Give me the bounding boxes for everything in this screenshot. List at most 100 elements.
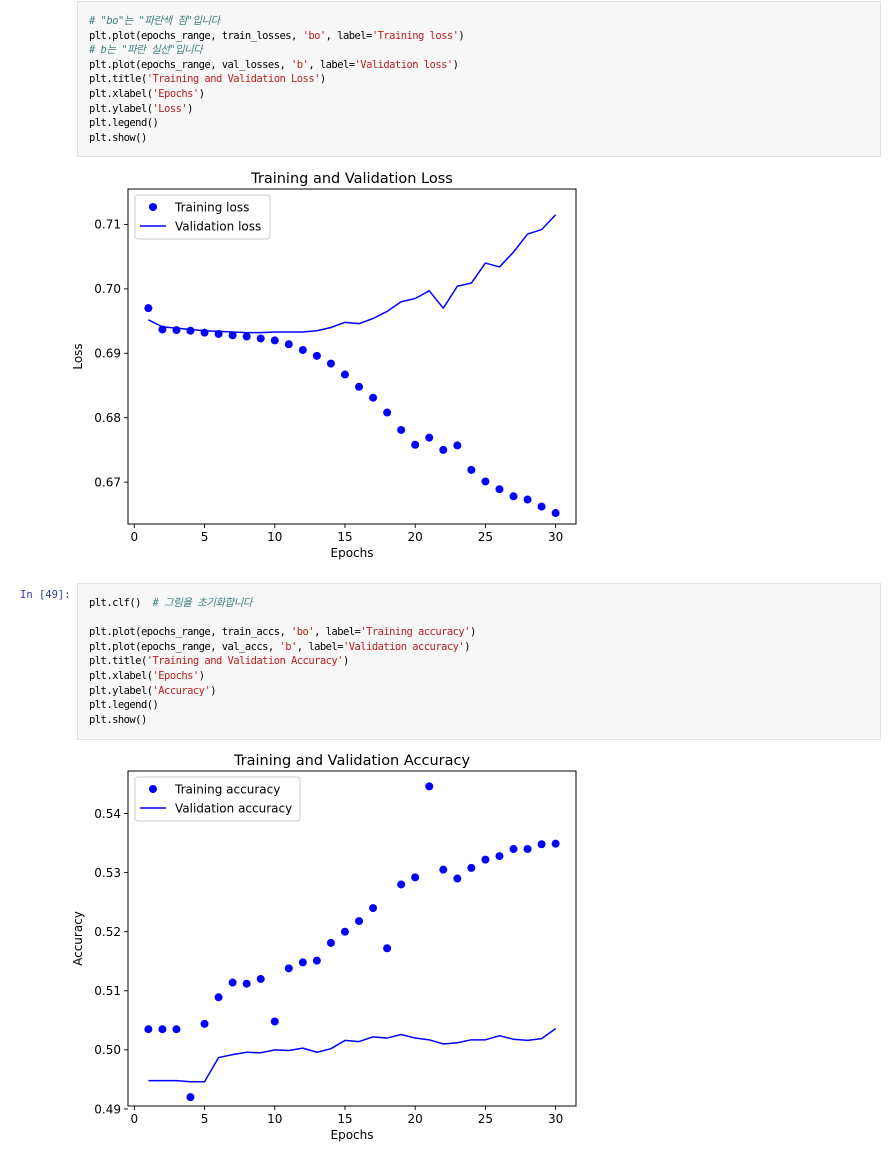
data-point (298, 346, 307, 355)
x-tick-label: 0 (130, 1112, 138, 1126)
code-line: plt.ylabel('Loss') (89, 102, 880, 117)
code-token: ) (210, 684, 216, 697)
y-tick-label: 0.50 (94, 1043, 121, 1057)
y-tick-label: 0.71 (94, 218, 121, 232)
data-point (439, 865, 448, 874)
data-point (172, 1025, 181, 1034)
code-string: 'Training accuracy' (360, 626, 470, 639)
series-line-validation-accuracy (148, 1027, 557, 1083)
data-point (425, 782, 434, 791)
y-tick-label: 0.70 (94, 282, 121, 296)
data-point (509, 492, 518, 501)
data-point (411, 873, 420, 882)
code-token: ) (342, 655, 349, 668)
code-token: ) (187, 102, 193, 115)
y-tick-label: 0.49 (94, 1102, 121, 1116)
y-axis-label: Loss (71, 343, 85, 369)
code-line: plt.plot(epochs_range, val_losses, 'b', … (89, 58, 880, 73)
data-point (397, 425, 406, 434)
code-token: ) (198, 87, 205, 100)
y-tick-label: 0.54 (94, 807, 121, 821)
code-line: plt.plot(epochs_range, train_losses, 'bo… (89, 29, 880, 44)
x-axis-label: Epochs (331, 546, 374, 560)
data-point (509, 844, 518, 853)
code-token: plt.ylabel( (89, 102, 153, 115)
plot-frame (127, 770, 577, 1107)
code-string: 'b' (279, 640, 297, 653)
data-point (537, 840, 546, 849)
code-comment: # "bo"는 "파란색 점"입니다 (89, 15, 220, 27)
data-point (242, 332, 251, 341)
code-line: plt.plot(epochs_range, train_accs, 'bo',… (89, 625, 880, 640)
code-editor-accuracy[interactable]: plt.clf() # 그림을 초기화합니다 plt.plot(epochs_ra… (78, 584, 880, 727)
data-point (425, 433, 434, 442)
code-comment: # b는 "파란 실선"입니다 (89, 44, 203, 57)
code-token: , label= (325, 29, 373, 42)
code-token: plt.show() (89, 131, 147, 144)
code-cell-accuracy[interactable]: plt.clf() # 그림을 초기화합니다 plt.plot(epochs_ra… (77, 583, 881, 740)
code-token: plt.legend() (89, 699, 159, 712)
data-point (326, 359, 335, 368)
code-line: plt.title('Training and Validation Accur… (89, 654, 880, 669)
data-point (523, 844, 532, 853)
code-token: , label= (308, 58, 355, 71)
series-line-validation-loss (148, 214, 557, 334)
code-string: 'Validation loss' (354, 58, 454, 71)
data-point (495, 852, 504, 861)
x-tick-label: 25 (478, 530, 493, 544)
data-point (284, 964, 293, 973)
code-token: plt.xlabel( (89, 87, 153, 100)
x-tick-label: 15 (337, 1112, 352, 1126)
data-point (312, 351, 321, 360)
code-editor-loss[interactable]: # "bo"는 "파란색 점"입니다 plt.plot(epochs_range,… (78, 2, 880, 145)
legend-box (134, 776, 301, 822)
y-tick-label: 0.68 (94, 411, 121, 425)
data-point (467, 465, 476, 474)
chart-title: Training and Validation Loss (250, 171, 453, 187)
code-token: ) (469, 626, 476, 639)
legend-label: Validation loss (175, 219, 261, 233)
code-string: 'Epochs' (152, 87, 200, 100)
data-point (355, 917, 364, 926)
code-token: , label= (314, 626, 361, 639)
code-string: 'bo' (291, 626, 315, 639)
code-line: # "bo"는 "파란색 점"입니다 (89, 14, 880, 29)
data-point (411, 440, 420, 449)
code-token: plt.show() (89, 713, 147, 726)
code-string: 'Accuracy' (152, 684, 211, 697)
code-line: plt.legend() (89, 116, 880, 131)
x-tick-label: 10 (267, 530, 282, 544)
chart-accuracy: Training and Validation Accuracy 0 5 10 15 20… (71, 753, 577, 1142)
y-tick-label: 0.67 (94, 475, 121, 489)
data-point (326, 938, 335, 947)
y-axis-label: Accuracy (71, 911, 85, 966)
legend: Training accuracy Validation accuracy (134, 776, 301, 822)
x-tick-label: 0 (130, 530, 138, 544)
code-cell-loss[interactable]: # "bo"는 "파란색 점"입니다 plt.plot(epochs_range,… (77, 1, 881, 157)
legend-marker-point (149, 785, 157, 793)
code-line: plt.xlabel('Epochs') (89, 669, 880, 684)
data-point (200, 1019, 209, 1028)
code-token: ) (198, 669, 205, 682)
code-string: 'Loss' (152, 102, 188, 115)
data-point (256, 974, 265, 983)
code-string: 'b' (291, 58, 309, 71)
code-token: plt.plot(epochs_range, train_losses, (89, 29, 303, 42)
x-tick-label: 5 (201, 530, 209, 544)
y-tick-label: 0.69 (94, 347, 121, 361)
code-token: plt.plot(epochs_range, train_accs, (89, 626, 292, 639)
legend: Training loss Validation loss (134, 194, 271, 240)
y-tick-label: 0.52 (94, 925, 121, 939)
data-point (228, 331, 237, 340)
data-point (453, 441, 462, 450)
code-line: plt.xlabel('Epochs') (89, 87, 880, 102)
x-tick-label: 20 (408, 530, 423, 544)
code-token: plt.ylabel( (89, 684, 153, 697)
code-line: plt.legend() (89, 698, 880, 713)
data-point (284, 340, 293, 349)
chart-title: Training and Validation Accuracy (233, 753, 471, 769)
code-token: ) (452, 58, 459, 71)
code-token: ) (464, 640, 470, 653)
code-line: plt.show() (89, 713, 880, 728)
y-tick-label: 0.53 (94, 866, 121, 880)
